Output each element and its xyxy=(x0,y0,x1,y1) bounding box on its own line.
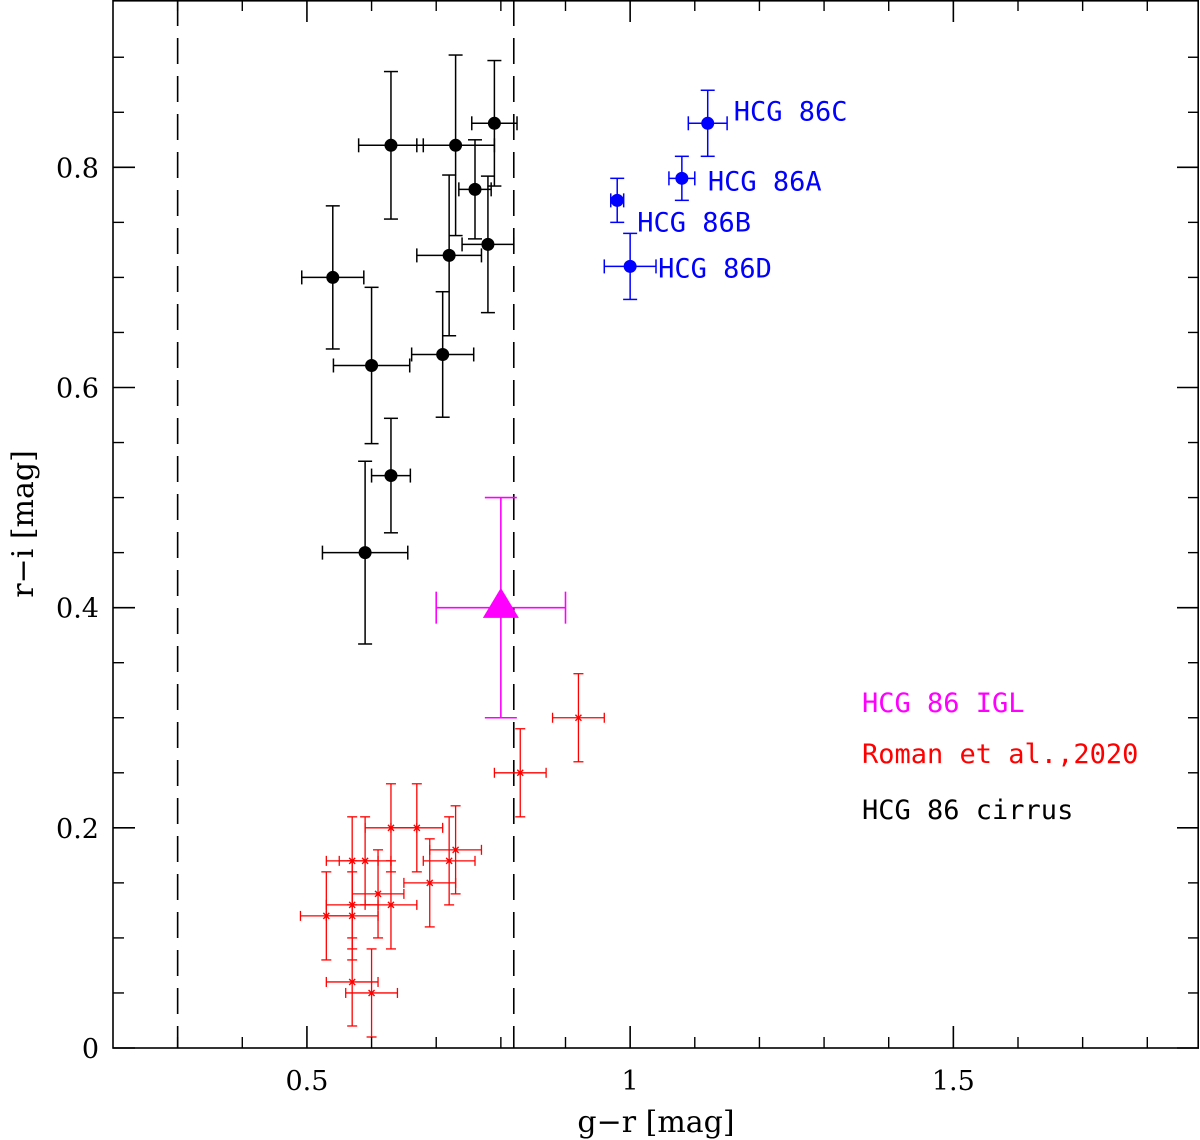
legend-entry: Roman et al.,2020 xyxy=(862,739,1138,770)
data-point-cross xyxy=(387,901,395,909)
data-point-cross xyxy=(413,824,421,832)
legend-entry: HCG 86 cirrus xyxy=(862,795,1073,826)
series-hcg-86-igl xyxy=(435,496,567,719)
point-label: HCG 86A xyxy=(708,166,822,197)
data-point-triangle xyxy=(482,587,519,618)
data-point-cross xyxy=(574,714,582,722)
data-point xyxy=(326,270,340,284)
data-point xyxy=(449,138,463,152)
y-axis-label: r−i [mag] xyxy=(6,450,41,598)
data-point-cross xyxy=(516,769,524,777)
x-tick-label: 1 xyxy=(622,1066,639,1097)
series-hcg-86-cirrus xyxy=(301,54,518,645)
point-label: HCG 86C xyxy=(734,96,848,127)
data-point xyxy=(623,259,637,273)
legend-entry: HCG 86 IGL xyxy=(862,688,1025,719)
data-point xyxy=(675,171,689,185)
x-tick-label: 0.5 xyxy=(285,1066,328,1097)
point-label: HCG 86B xyxy=(637,207,751,238)
data-point-cross xyxy=(426,879,434,887)
data-point-cross xyxy=(348,912,356,920)
data-point-cross xyxy=(374,890,382,898)
data-point xyxy=(442,248,456,262)
data-point-cross xyxy=(452,846,460,854)
series-roman-et-al-2020 xyxy=(299,673,605,1038)
x-tick-label: 1.5 xyxy=(932,1066,975,1097)
data-point xyxy=(468,182,482,196)
x-axis-label: g−r [mag] xyxy=(577,1105,734,1140)
data-point-cross xyxy=(348,978,356,986)
data-point xyxy=(384,138,398,152)
point-label: HCG 86D xyxy=(658,253,772,284)
y-tick-label: 0.2 xyxy=(56,814,99,845)
data-point xyxy=(436,347,450,361)
series-hcg-86-galaxies xyxy=(603,89,728,301)
y-tick-label: 0.8 xyxy=(56,153,99,184)
data-point-cross xyxy=(368,989,376,997)
data-point xyxy=(358,546,372,560)
y-tick-label: 0 xyxy=(82,1034,99,1065)
axes xyxy=(112,0,1199,1049)
data-points xyxy=(299,54,728,1038)
data-point xyxy=(481,237,495,251)
labels: 0.5 1 1.5 0 0.2 0.4 0.6 0.8 g−r [mag] r−i [mag] HC… xyxy=(6,96,1138,1140)
data-point xyxy=(384,469,398,483)
dashed-reference-lines xyxy=(176,0,515,1048)
data-point xyxy=(487,116,501,130)
data-point xyxy=(701,116,715,130)
data-point-cross xyxy=(361,857,369,865)
data-point-cross xyxy=(445,857,453,865)
data-point xyxy=(365,358,379,372)
y-tick-label: 0.4 xyxy=(56,594,99,625)
plot-frame xyxy=(112,0,1199,1049)
y-tick-label: 0.6 xyxy=(56,373,99,404)
data-point xyxy=(610,193,624,207)
